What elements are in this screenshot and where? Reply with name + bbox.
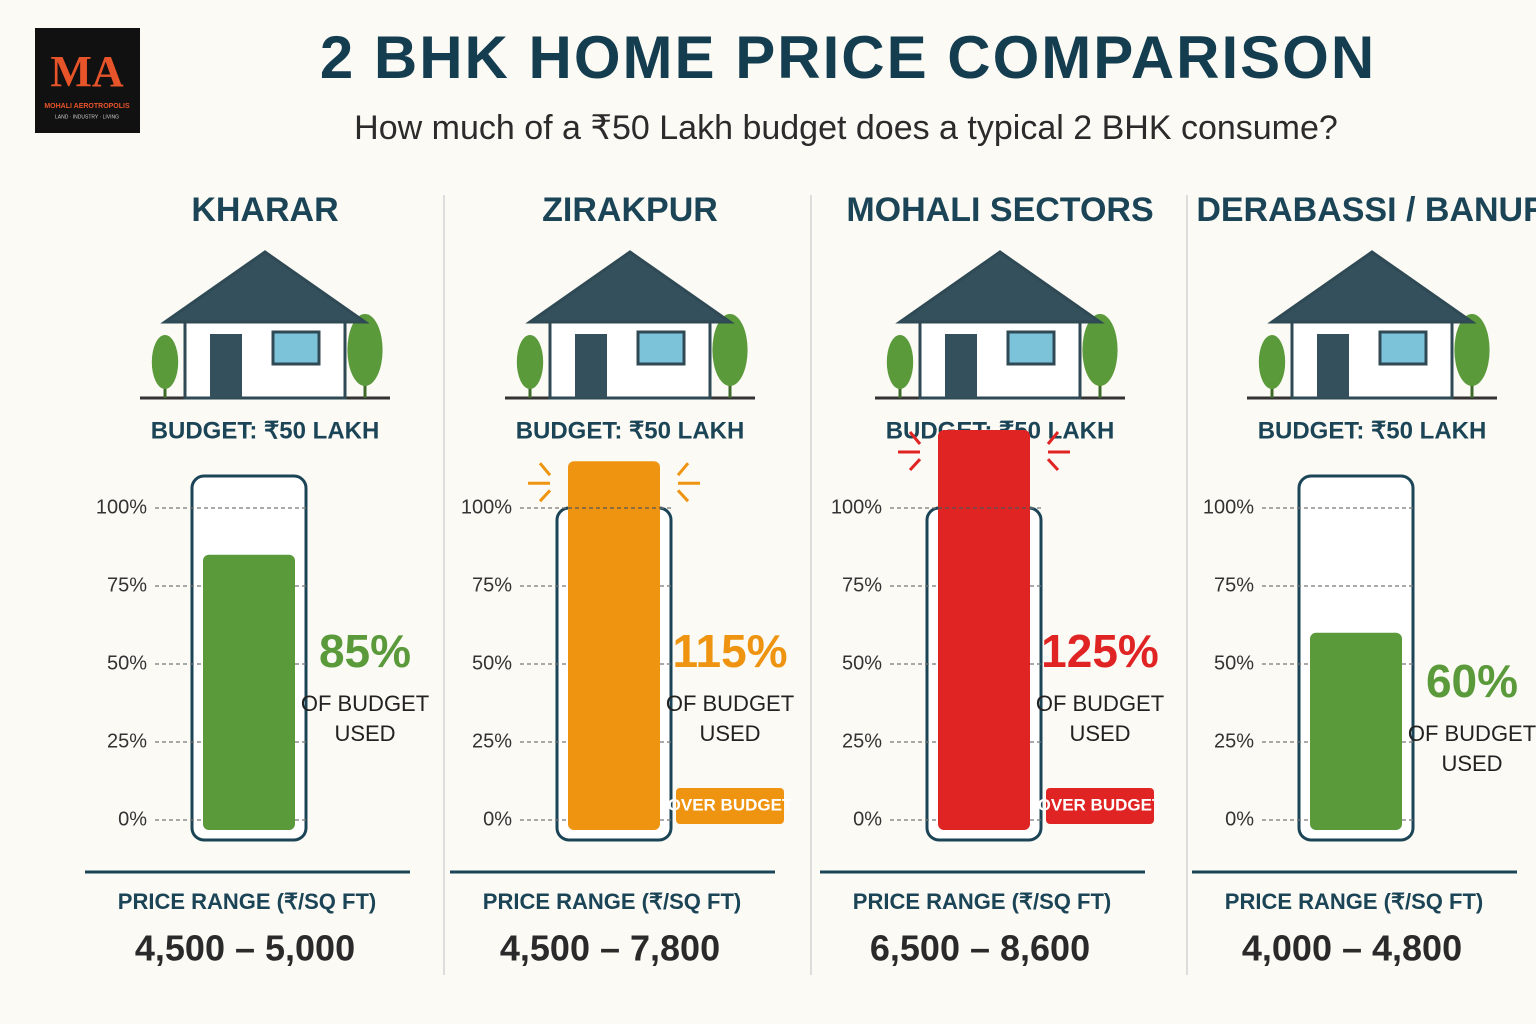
subtitle: How much of a ₹50 Lakh budget does a typ… <box>354 109 1338 147</box>
roof <box>895 250 1105 324</box>
window <box>1006 330 1056 366</box>
panel-title: ZIRAKPUR <box>542 191 718 229</box>
y-tick-label: 25% <box>1214 730 1254 752</box>
price-range: 6,500 – 8,600 <box>870 928 1090 969</box>
roof <box>160 250 370 324</box>
burst <box>908 458 922 472</box>
tree <box>347 314 383 386</box>
panel-title: KHARAR <box>191 191 338 229</box>
window <box>1378 330 1428 366</box>
y-tick-label: 100% <box>1203 496 1254 518</box>
y-tick-label: 75% <box>107 574 147 596</box>
window <box>271 330 321 366</box>
y-tick-label: 100% <box>831 496 882 518</box>
y-tick-label: 75% <box>842 574 882 596</box>
tree <box>1082 314 1118 386</box>
caption: USED <box>334 721 395 746</box>
value-label: 125% <box>1041 625 1159 677</box>
roof <box>1267 250 1477 324</box>
burst <box>1046 458 1060 472</box>
y-tick-label: 0% <box>118 808 147 830</box>
logo-name: MOHALI AEROTROPOLIS <box>44 103 130 110</box>
value-label: 60% <box>1426 655 1518 707</box>
logo-initials: MA <box>50 47 124 96</box>
logo-box <box>35 28 140 133</box>
bar <box>938 430 1030 830</box>
house-body <box>548 318 712 400</box>
tree <box>712 314 748 386</box>
burst <box>538 462 552 477</box>
bar <box>203 554 295 830</box>
price-range: 4,500 – 5,000 <box>135 928 355 969</box>
burst <box>676 462 690 477</box>
price-label: PRICE RANGE (₹/SQ FT) <box>118 889 376 914</box>
logo-tagline: LAND · INDUSTRY · LIVING <box>55 114 119 120</box>
tree <box>151 335 179 389</box>
price-range: 4,000 – 4,800 <box>1242 928 1462 969</box>
tree <box>886 335 914 389</box>
price-range: 4,500 – 7,800 <box>500 928 720 969</box>
panel-title: MOHALI SECTORS <box>846 191 1153 229</box>
tree <box>516 335 544 389</box>
y-tick-label: 0% <box>1225 808 1254 830</box>
budget-label: BUDGET: ₹50 LAKH <box>151 417 380 444</box>
door <box>945 334 977 398</box>
y-tick-label: 50% <box>842 652 882 674</box>
value-label: 115% <box>672 625 787 677</box>
caption: OF BUDGET <box>1036 691 1164 716</box>
badge-box <box>676 788 784 824</box>
caption: OF BUDGET <box>301 691 429 716</box>
window <box>636 330 686 366</box>
caption: USED <box>699 721 760 746</box>
burst <box>538 489 552 503</box>
y-tick-label: 75% <box>1214 574 1254 596</box>
badge-box <box>1046 788 1154 824</box>
caption: USED <box>1441 751 1502 776</box>
value-label: 85% <box>319 625 411 677</box>
house-body <box>183 318 347 400</box>
y-tick-label: 0% <box>853 808 882 830</box>
price-label: PRICE RANGE (₹/SQ FT) <box>1225 889 1483 914</box>
title: 2 BHK HOME PRICE COMPARISON <box>320 24 1376 91</box>
burst <box>676 489 690 503</box>
y-tick-label: 50% <box>1214 652 1254 674</box>
y-tick-label: 25% <box>842 730 882 752</box>
price-label: PRICE RANGE (₹/SQ FT) <box>483 889 741 914</box>
bar <box>568 461 660 830</box>
tree <box>1258 335 1286 389</box>
bar <box>1310 632 1402 830</box>
badge: OVER BUDGET <box>668 795 793 814</box>
burst <box>1046 431 1060 445</box>
budget-label: BUDGET: ₹50 LAKH <box>516 417 745 444</box>
door <box>575 334 607 398</box>
y-tick-label: 75% <box>472 574 512 596</box>
y-tick-label: 100% <box>461 496 512 518</box>
roof <box>525 250 735 324</box>
y-tick-label: 100% <box>96 496 147 518</box>
price-label: PRICE RANGE (₹/SQ FT) <box>853 889 1111 914</box>
house-body <box>918 318 1082 400</box>
caption: OF BUDGET <box>1408 721 1536 746</box>
tree <box>1454 314 1490 386</box>
badge: OVER BUDGET <box>1038 795 1163 814</box>
caption: OF BUDGET <box>666 691 794 716</box>
door <box>1317 334 1349 398</box>
panel-title: DERABASSI / BANUR <box>1196 191 1536 229</box>
y-tick-label: 50% <box>107 652 147 674</box>
y-tick-label: 50% <box>472 652 512 674</box>
y-tick-label: 0% <box>483 808 512 830</box>
budget-label: BUDGET: ₹50 LAKH <box>1258 417 1487 444</box>
caption: USED <box>1069 721 1130 746</box>
burst <box>908 431 922 445</box>
house-body <box>1290 318 1454 400</box>
y-tick-label: 25% <box>472 730 512 752</box>
y-tick-label: 25% <box>107 730 147 752</box>
door <box>210 334 242 398</box>
